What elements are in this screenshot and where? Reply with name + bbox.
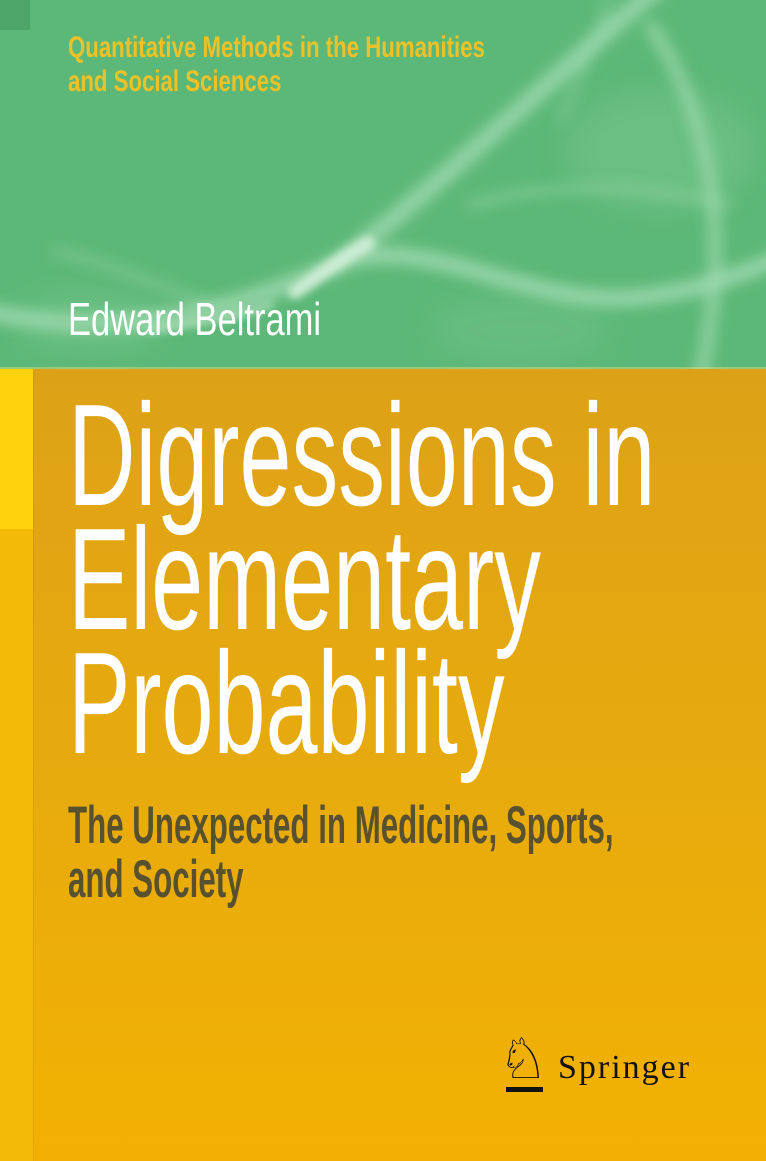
vein-highlight	[146, 301, 274, 334]
vein	[465, 183, 735, 210]
vein-blotches	[15, 90, 755, 365]
springer-horse-icon: ♘	[498, 1027, 549, 1092]
vein-blotch	[430, 295, 610, 365]
book-subtitle: The Unexpected in Medicine, Sports, and …	[68, 799, 614, 907]
publisher-logo: ♘ Springer	[498, 1032, 718, 1102]
vein-strokes	[0, 0, 766, 369]
vein-highlights	[146, 236, 375, 334]
section-divider	[0, 367, 766, 369]
book-title-line: Elementary	[68, 498, 542, 660]
cover-body-section	[0, 367, 766, 1161]
book-subtitle-line: The Unexpected in Medicine, Sports,	[68, 796, 614, 855]
logo-underline	[506, 1087, 543, 1092]
cover-header-section: Quantitative Methods in the Humanities a…	[0, 0, 766, 369]
series-title-line: Quantitative Methods in the Humanities	[68, 31, 485, 64]
series-title: Quantitative Methods in the Humanities a…	[68, 31, 485, 99]
vein-highlight	[288, 236, 375, 299]
vein-texture	[0, 0, 766, 369]
book-title: Digressions in Elementary Probability	[68, 374, 656, 784]
vein	[323, 0, 657, 277]
spine-tab	[0, 369, 33, 529]
vein	[556, 0, 612, 124]
vein	[51, 248, 239, 316]
publisher-name: Springer	[558, 1049, 692, 1086]
corner-accent	[0, 0, 30, 30]
author-name: Edward Beltrami	[68, 293, 322, 345]
series-title-line: and Social Sciences	[68, 65, 282, 98]
vein	[0, 247, 766, 332]
book-title-line: Digressions in	[68, 374, 656, 536]
book-title-line: Probability	[68, 622, 505, 784]
book-subtitle-line: and Society	[68, 850, 244, 909]
vein	[645, 21, 723, 369]
